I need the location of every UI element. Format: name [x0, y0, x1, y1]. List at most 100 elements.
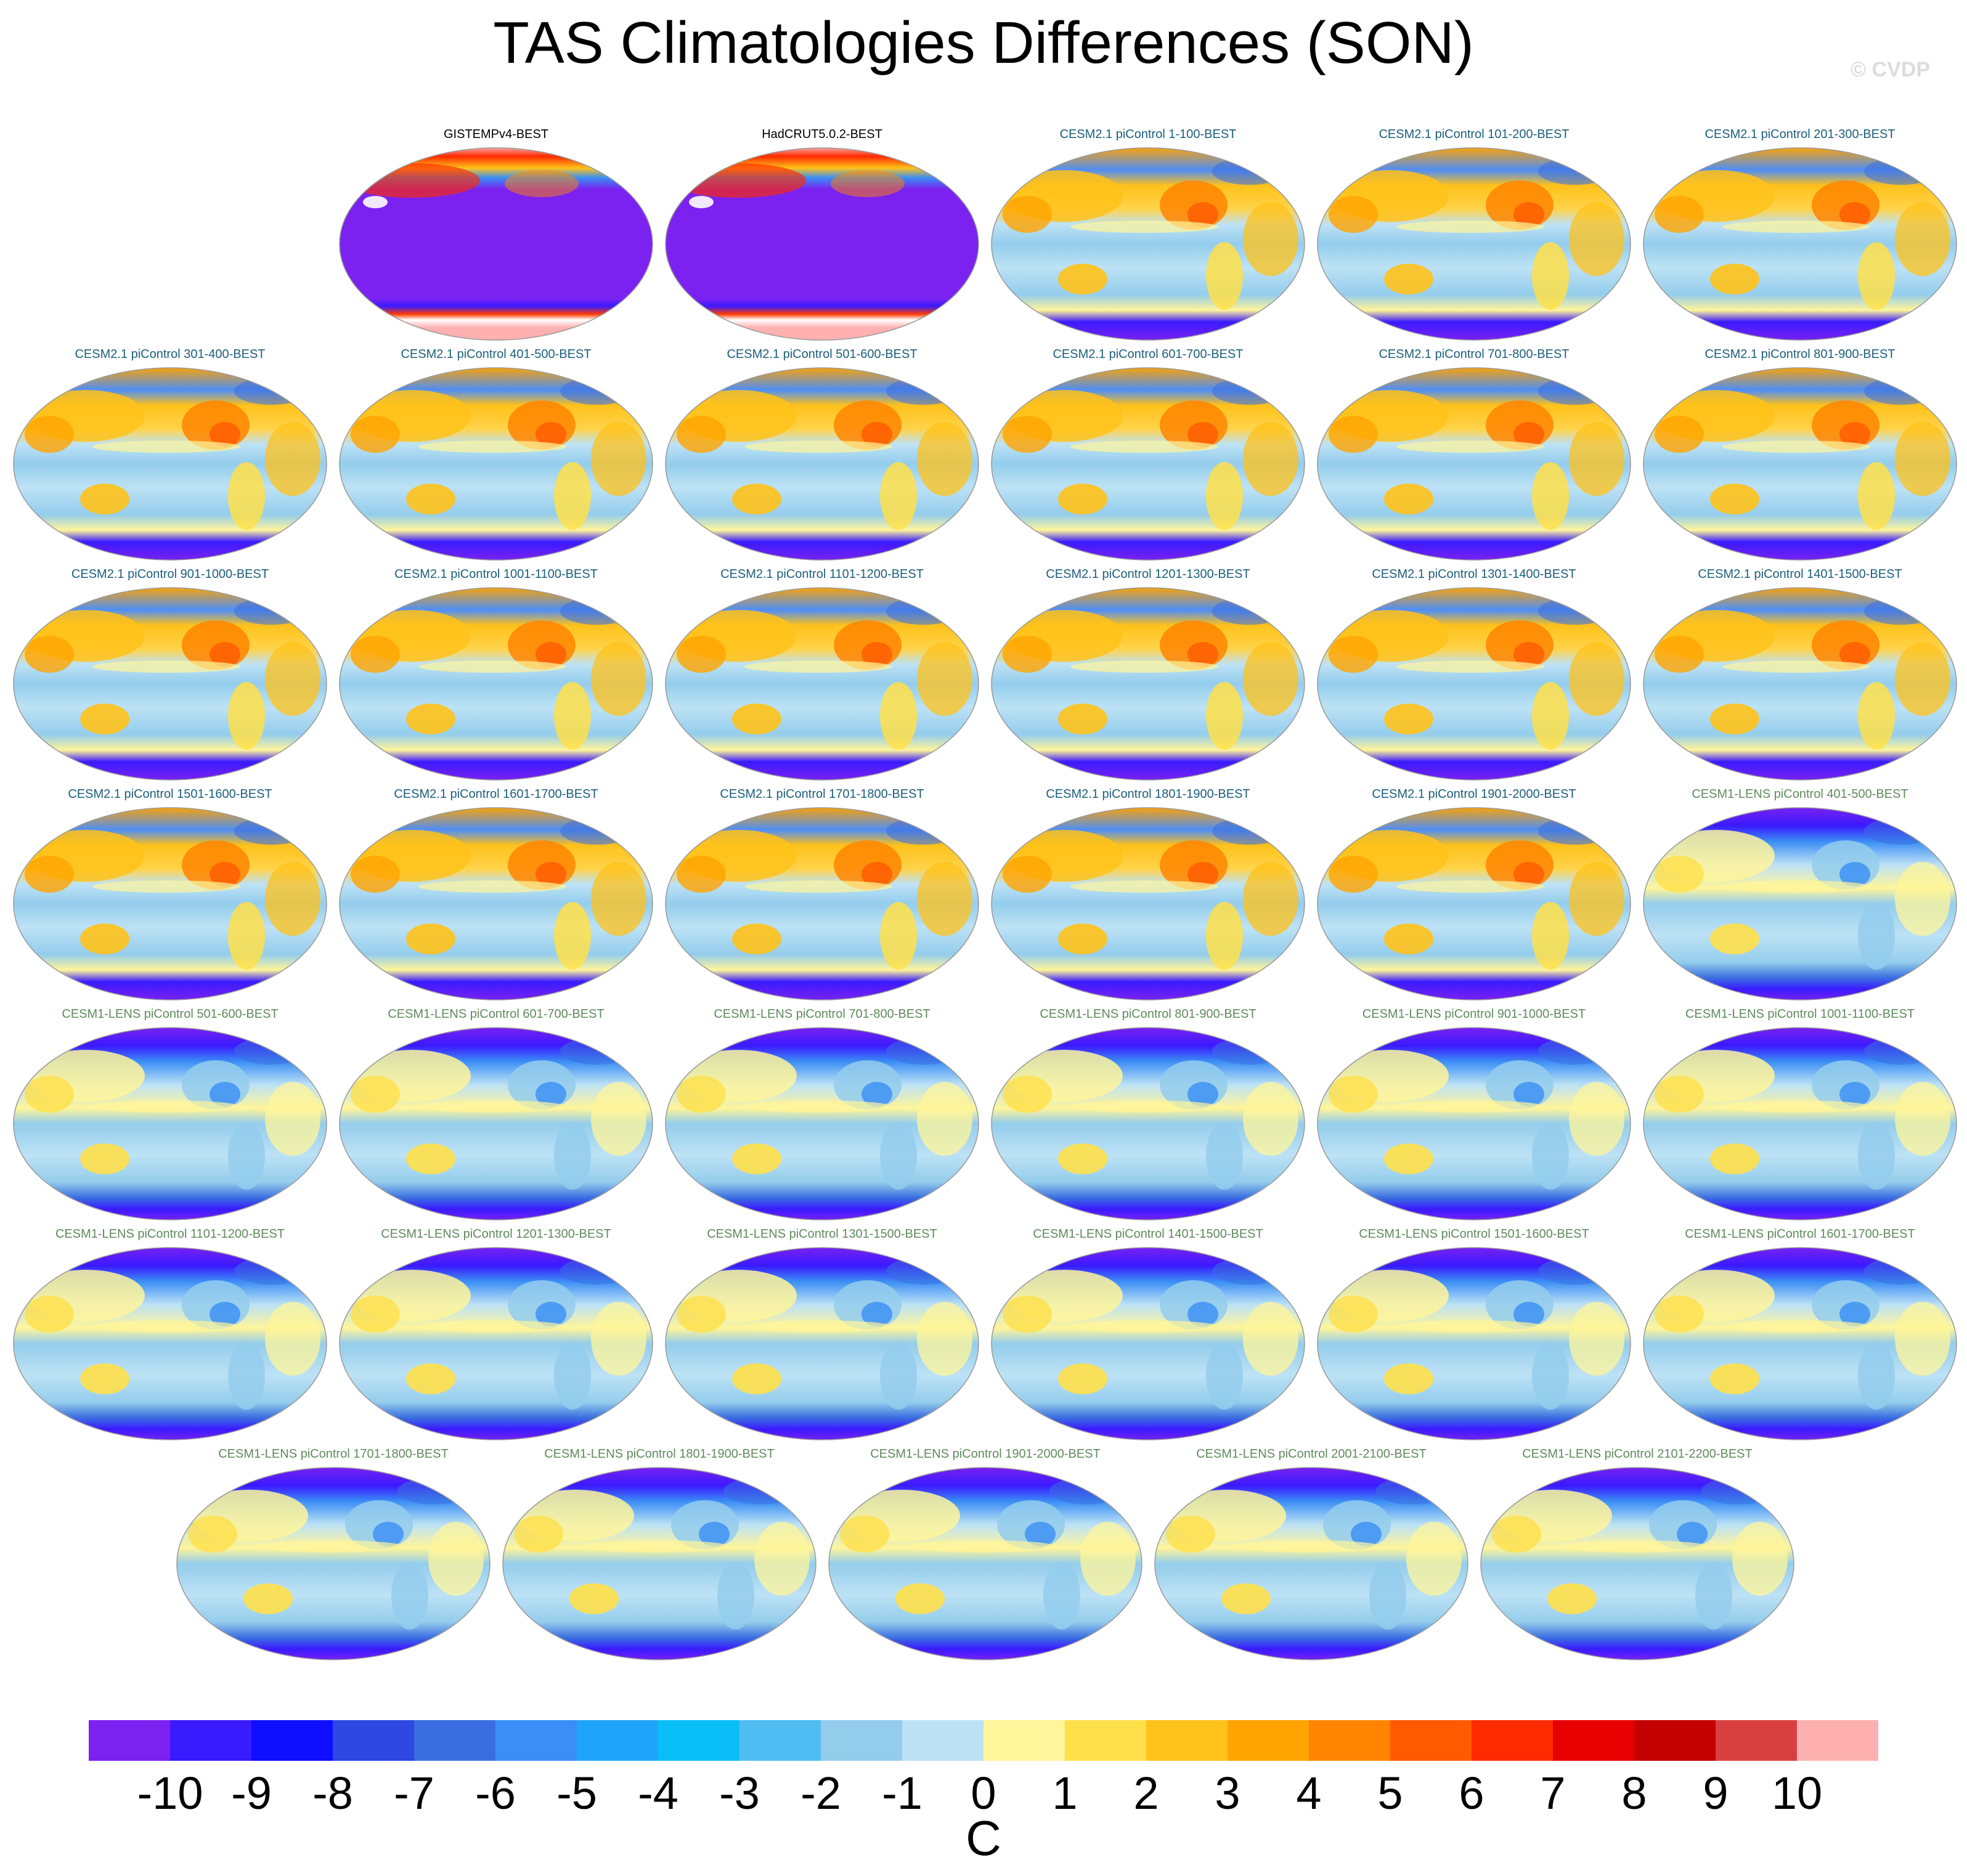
robinson-map: [828, 1467, 1142, 1660]
map-panel-title: CESM2.1 piControl 301-400-BEST: [75, 347, 266, 361]
map-panel-title: CESM2.1 piControl 1801-1900-BEST: [1046, 787, 1250, 801]
robinson-map: [991, 147, 1305, 341]
map-panel: HadCRUT5.0.2-BEST: [662, 127, 982, 344]
robinson-map: [339, 147, 653, 341]
colorbar-swatch: [170, 1720, 252, 1761]
map-panel: CESM2.1 piControl 1701-1800-BEST: [662, 787, 982, 1004]
map-panel-title: CESM2.1 piControl 501-600-BEST: [727, 347, 918, 361]
map-panel-title: CESM2.1 piControl 1001-1100-BEST: [394, 567, 598, 581]
colorbar-tick-label: -1: [882, 1768, 922, 1819]
map-panel: CESM1-LENS piControl 2001-2100-BEST: [1152, 1447, 1471, 1663]
colorbar-tick-label: 4: [1296, 1768, 1322, 1819]
map-panel: CESM1-LENS piControl 1801-1900-BEST: [500, 1447, 819, 1663]
colorbar-swatch: [1716, 1720, 1798, 1761]
robinson-map: [1643, 807, 1957, 1001]
colorbar-tick-label: 10: [1771, 1768, 1823, 1819]
map-panel: CESM2.1 piControl 1-100-BEST: [988, 127, 1308, 344]
robinson-map: [665, 807, 979, 1001]
map-panel-title: CESM2.1 piControl 1901-2000-BEST: [1372, 787, 1576, 801]
map-panel-title: CESM1-LENS piControl 1401-1500-BEST: [1033, 1227, 1263, 1241]
robinson-map: [1643, 1027, 1957, 1220]
map-panel: CESM2.1 piControl 301-400-BEST: [10, 347, 330, 564]
colorbar-tick-label: 8: [1621, 1768, 1647, 1819]
colorbar: [89, 1720, 1878, 1761]
colorbar-tick-label: -9: [231, 1768, 272, 1819]
colorbar-swatch: [984, 1720, 1065, 1761]
colorbar-swatch: [1553, 1720, 1635, 1761]
map-panel: CESM2.1 piControl 401-500-BEST: [336, 347, 656, 564]
map-panel-title: CESM2.1 piControl 701-800-BEST: [1379, 347, 1570, 361]
map-panel-title: CESM1-LENS piControl 1801-1900-BEST: [544, 1447, 775, 1461]
robinson-map: [665, 587, 979, 781]
colorbar-swatch: [414, 1720, 496, 1761]
robinson-map: [1317, 587, 1631, 781]
map-panel-title: CESM1-LENS piControl 1501-1600-BEST: [1359, 1227, 1589, 1241]
colorbar-tick-label: 3: [1215, 1768, 1240, 1819]
map-panel-title: CESM2.1 piControl 1601-1700-BEST: [394, 787, 598, 801]
colorbar-unit-label: C: [966, 1811, 1001, 1866]
map-panel: CESM1-LENS piControl 401-500-BEST: [1640, 787, 1960, 1004]
robinson-map: [13, 1247, 327, 1440]
robinson-map: [991, 587, 1305, 781]
map-panel-title: CESM1-LENS piControl 601-700-BEST: [388, 1007, 605, 1021]
robinson-map: [1154, 1467, 1468, 1660]
map-panel-title: CESM1-LENS piControl 801-900-BEST: [1040, 1007, 1256, 1021]
robinson-map: [1317, 807, 1631, 1001]
map-panel: CESM1-LENS piControl 2101-2200-BEST: [1478, 1447, 1797, 1663]
robinson-map: [1643, 367, 1957, 561]
map-panel: CESM2.1 piControl 1301-1400-BEST: [1314, 567, 1634, 784]
colorbar-swatch: [1065, 1720, 1147, 1761]
map-panel: CESM2.1 piControl 101-200-BEST: [1314, 127, 1634, 344]
map-panel-title: CESM2.1 piControl 901-1000-BEST: [71, 567, 269, 581]
map-panel-title: HadCRUT5.0.2-BEST: [762, 128, 882, 141]
map-panel-title: CESM1-LENS piControl 2101-2200-BEST: [1522, 1447, 1753, 1461]
colorbar-tick-label: -2: [800, 1768, 841, 1819]
map-panel: CESM1-LENS piControl 901-1000-BEST: [1314, 1007, 1634, 1224]
map-panel: CESM1-LENS piControl 1501-1600-BEST: [1314, 1227, 1634, 1444]
robinson-map: [176, 1467, 491, 1660]
colorbar-swatch: [251, 1720, 333, 1761]
colorbar-swatch: [821, 1720, 903, 1761]
robinson-map: [665, 367, 979, 561]
colorbar-swatch: [902, 1720, 984, 1761]
map-panel-title: CESM1-LENS piControl 501-600-BEST: [62, 1007, 279, 1021]
robinson-map: [1317, 147, 1631, 341]
robinson-map: [339, 1247, 653, 1440]
map-panel-title: CESM1-LENS piControl 1901-2000-BEST: [870, 1447, 1101, 1461]
colorbar-tick-label: 9: [1703, 1768, 1729, 1819]
robinson-map: [991, 1027, 1305, 1220]
colorbar-tick-label: -8: [312, 1768, 353, 1819]
page-title: TAS Climatologies Differences (SON): [493, 10, 1474, 76]
map-panel: CESM2.1 piControl 1501-1600-BEST: [10, 787, 330, 1004]
map-panel-title: CESM1-LENS piControl 1601-1700-BEST: [1685, 1227, 1915, 1241]
robinson-map: [1480, 1467, 1794, 1660]
colorbar-tick-label: 0: [971, 1768, 996, 1819]
map-panel-title: CESM1-LENS piControl 1201-1300-BEST: [381, 1227, 611, 1241]
map-panel: CESM2.1 piControl 1801-1900-BEST: [988, 787, 1308, 1004]
map-panel-title: CESM1-LENS piControl 1301-1500-BEST: [707, 1227, 937, 1241]
map-panel-title: CESM2.1 piControl 101-200-BEST: [1379, 128, 1570, 141]
robinson-map: [665, 1247, 979, 1440]
robinson-map: [1643, 147, 1957, 341]
map-panel-title: CESM2.1 piControl 1201-1300-BEST: [1046, 567, 1250, 581]
colorbar-swatch: [577, 1720, 659, 1761]
colorbar-swatch: [1309, 1720, 1391, 1761]
robinson-map: [1317, 367, 1631, 561]
map-panel: GISTEMPv4-BEST: [336, 127, 656, 344]
colorbar-swatch: [1146, 1720, 1228, 1761]
watermark: © CVDP: [1851, 58, 1930, 81]
colorbar-tick-label: -7: [394, 1768, 434, 1819]
map-panel: CESM1-LENS piControl 1701-1800-BEST: [174, 1447, 493, 1663]
map-panel-title: CESM2.1 piControl 1701-1800-BEST: [720, 787, 924, 801]
colorbar-swatch: [1390, 1720, 1472, 1761]
robinson-map: [665, 147, 979, 341]
colorbar-tick-label: -6: [475, 1768, 516, 1819]
map-panel-title: CESM1-LENS piControl 1701-1800-BEST: [218, 1447, 449, 1461]
colorbar-swatch: [333, 1720, 415, 1761]
colorbar-tick-label: 5: [1377, 1768, 1403, 1819]
robinson-map: [1643, 1247, 1957, 1440]
robinson-map: [339, 1027, 653, 1220]
map-panel-title: CESM1-LENS piControl 2001-2100-BEST: [1196, 1447, 1427, 1461]
map-panel: CESM1-LENS piControl 1601-1700-BEST: [1640, 1227, 1960, 1444]
robinson-map: [13, 807, 327, 1001]
